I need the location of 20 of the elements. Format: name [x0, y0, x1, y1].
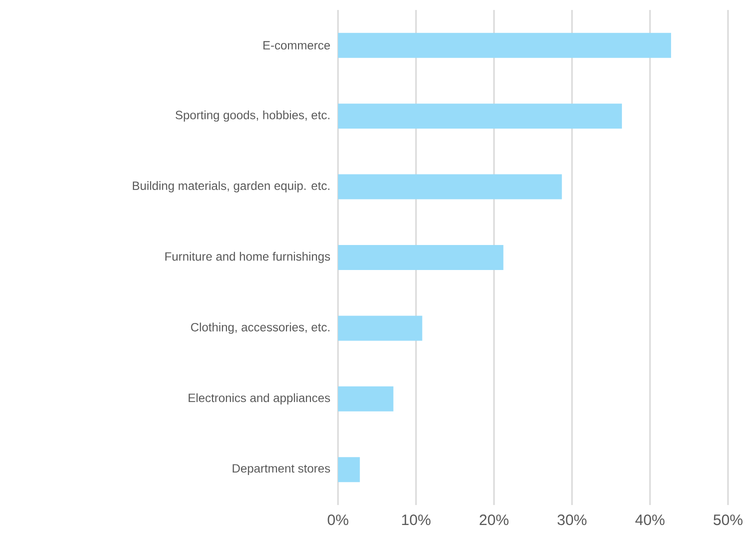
y-tick-label: Furniture and home furnishings [165, 252, 330, 264]
y-tick-label: Building materials, garden equip. etc. [132, 181, 330, 192]
bar [338, 104, 622, 129]
y-tick-label: Department stores [232, 464, 330, 476]
x-tick-label: 30% [558, 514, 586, 526]
bar [338, 244, 504, 270]
x-tick-label: 40% [635, 514, 664, 526]
bar [338, 32, 672, 58]
y-tick-label: E-commerce [263, 41, 330, 50]
bar [338, 386, 394, 412]
bar [338, 316, 422, 341]
bar [338, 174, 562, 200]
x-tick-label: 10% [402, 514, 430, 526]
y-tick-label: Clothing, accessories, etc. [191, 322, 330, 334]
y-tick-label: Sporting goods, hobbies, etc. [176, 110, 330, 122]
x-tick-label: 20% [480, 514, 508, 526]
y-tick-label: Electronics and appliances [188, 393, 330, 405]
bar [338, 457, 360, 482]
x-tick-label: 50% [714, 514, 742, 526]
x-tick-label: 0% [328, 514, 348, 526]
